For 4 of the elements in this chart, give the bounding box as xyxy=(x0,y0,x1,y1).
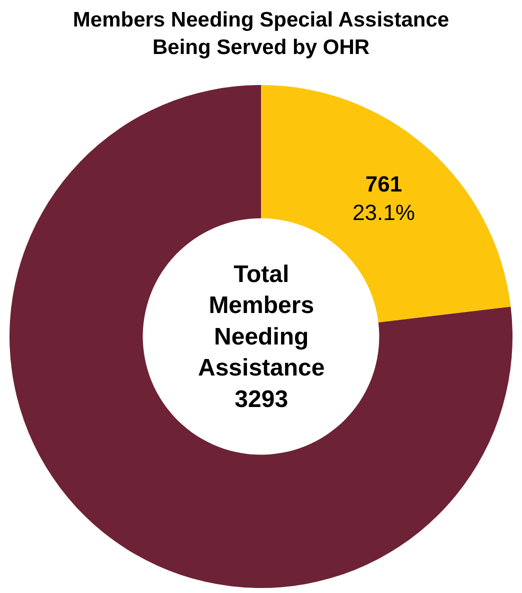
chart-title: Members Needing Special Assistance Being Served by OHR xyxy=(72,8,450,59)
text: Total Members Needing Assistance 3293 xyxy=(198,261,325,413)
donut-slice xyxy=(10,85,512,588)
data-label: 761 23.1% xyxy=(352,171,415,226)
